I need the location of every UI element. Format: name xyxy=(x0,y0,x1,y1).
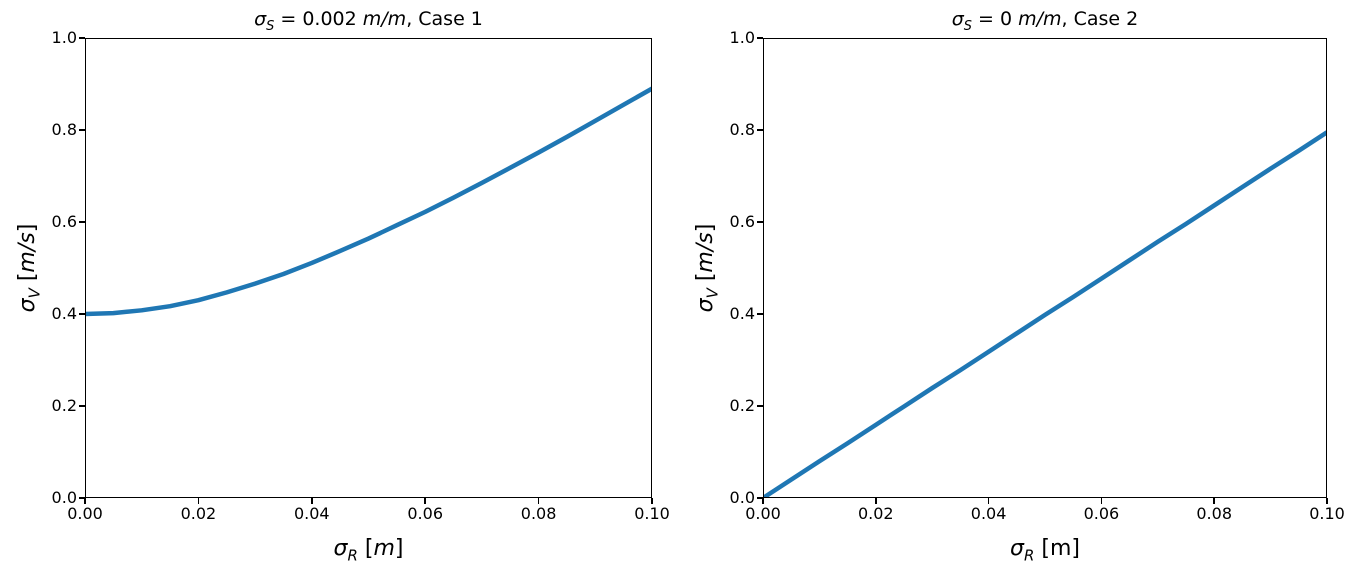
label-text: σ xyxy=(951,8,964,30)
line-series xyxy=(763,130,1327,498)
label-text: σ xyxy=(1010,536,1024,561)
plot-area xyxy=(763,130,1327,498)
x-tick-label: 0.10 xyxy=(634,504,670,523)
x-tick-mark xyxy=(762,498,764,504)
plot-area xyxy=(85,86,652,317)
y-tick-label: 1.0 xyxy=(729,28,755,47)
label-text: [m] xyxy=(1034,536,1080,561)
subplot-case2: 0.00 0.02 0.04 0.06 0.08 0.10 0.0 0.2 0.4 0.6 0.8 1… xyxy=(693,8,1345,564)
label-text: ] xyxy=(693,223,718,233)
y-tick-label: 0.8 xyxy=(51,120,77,139)
label-text: σ xyxy=(693,298,718,313)
label-text: [ xyxy=(693,272,718,289)
label-text: m/s xyxy=(693,232,718,273)
y-axis-label: σV [m/s] xyxy=(690,178,722,358)
label-text: = 0.002 xyxy=(274,8,363,30)
x-tick-mark xyxy=(987,498,990,504)
x-tick-label: 0.04 xyxy=(970,504,1007,523)
label-text: m xyxy=(373,536,395,561)
x-tick-label: 0.06 xyxy=(1083,504,1120,523)
x-tick-label: 0.08 xyxy=(520,504,557,523)
y-tick-label: 0.8 xyxy=(729,120,755,139)
x-tick-label: 0.10 xyxy=(1309,504,1345,523)
label-subscript: V xyxy=(25,288,44,299)
x-tick-label: 0.06 xyxy=(407,504,443,523)
y-tick-label: 0.2 xyxy=(51,396,77,415)
label-text: ] xyxy=(394,536,404,561)
label-text: [ xyxy=(15,272,40,289)
x-tick-mark xyxy=(1213,498,1215,504)
x-tick-label: 0.02 xyxy=(857,504,894,523)
subplot-case1: 0.00 0.02 0.04 0.06 0.08 0.10 0.0 0.2 0.4 0.6 0.8 1… xyxy=(15,8,670,564)
chart-title: σS = 0.002 m/m, Case 1 xyxy=(85,4,652,34)
x-tick-mark xyxy=(311,498,313,504)
y-tick-label: 0.2 xyxy=(729,396,755,415)
x-tick-label: 0.04 xyxy=(293,504,330,523)
x-axis-label: σR [m] xyxy=(85,532,652,566)
y-tick-label: 0.0 xyxy=(51,488,77,507)
label-subscript: V xyxy=(703,288,722,299)
label-text: , Case 2 xyxy=(1061,8,1139,30)
x-tick-mark xyxy=(1100,498,1103,504)
y-tick-label: 1.0 xyxy=(51,28,77,47)
x-tick-mark xyxy=(1326,498,1328,504)
x-tick-mark xyxy=(84,498,86,504)
x-tick-mark xyxy=(537,498,540,504)
chart-title: σS = 0 m/m, Case 2 xyxy=(763,4,1327,34)
label-text: σ xyxy=(15,298,40,313)
label-text: = 0 xyxy=(971,8,1019,30)
label-text: σ xyxy=(333,536,348,561)
x-tick-label: 0.00 xyxy=(67,504,103,523)
label-subscript: R xyxy=(1023,546,1035,565)
line-series xyxy=(85,86,652,317)
label-text: ] xyxy=(15,223,40,233)
x-tick-label: 0.08 xyxy=(1196,504,1232,523)
label-subscript: S xyxy=(266,18,275,34)
x-tick-mark xyxy=(197,498,200,504)
label-text: m/s xyxy=(15,232,40,273)
label-text: [ xyxy=(357,536,374,561)
x-tick-label: 0.02 xyxy=(180,504,217,523)
x-tick-mark xyxy=(424,498,426,504)
label-text: σ xyxy=(254,8,267,30)
x-tick-label: 0.00 xyxy=(745,504,781,523)
y-tick-label: 0.0 xyxy=(729,488,755,507)
x-tick-mark xyxy=(651,498,653,504)
label-subscript: S xyxy=(963,18,972,34)
label-subscript: R xyxy=(347,546,358,565)
label-text: m/m xyxy=(362,8,407,30)
label-text: , Case 1 xyxy=(406,8,483,30)
y-axis-label: σV [m/s] xyxy=(12,178,44,358)
x-tick-mark xyxy=(875,498,877,504)
x-axis-label: σR [m] xyxy=(763,532,1327,566)
label-text: m/m xyxy=(1018,8,1062,30)
